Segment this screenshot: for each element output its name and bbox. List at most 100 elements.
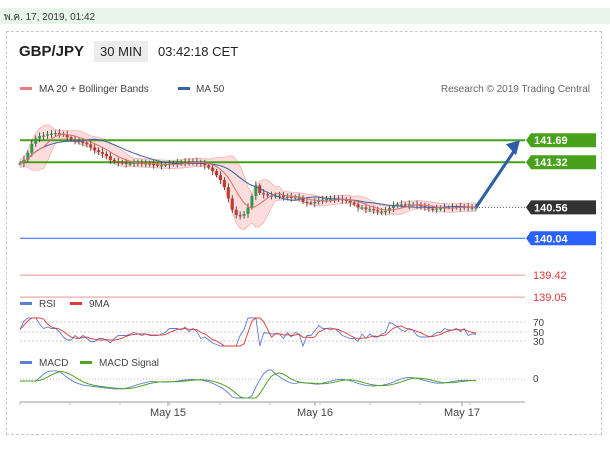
candle-body: [384, 210, 388, 213]
macd-legend-swatch: [20, 361, 32, 364]
macd-signal-line: [20, 371, 476, 399]
candle-body: [419, 205, 423, 207]
ma50-line: [19, 138, 477, 208]
candle-body: [65, 134, 69, 138]
candle-body: [250, 196, 254, 208]
candle-body: [18, 163, 22, 165]
rsi-legend: RSI: [39, 299, 56, 310]
candle-body: [356, 204, 360, 208]
level-label: 139.42: [533, 270, 567, 282]
candle-body: [163, 164, 167, 166]
timeframe-button[interactable]: 30 MIN: [94, 40, 148, 62]
candle-body: [289, 196, 293, 198]
level-labels: 141.69 141.32 140.56 140.04 139.42 139.05: [526, 133, 596, 304]
rsi-ma-legend-swatch: [70, 302, 82, 305]
candle-body: [101, 152, 105, 154]
candle-body: [277, 195, 281, 197]
candle-body: [439, 207, 443, 210]
candle-body: [431, 208, 435, 210]
candle-body: [360, 207, 364, 209]
credit-text: Research © 2019 Trading Central: [441, 84, 590, 95]
level-label: 141.69: [534, 135, 568, 147]
candle-body: [49, 133, 53, 135]
candle-body: [376, 210, 380, 212]
candle-body: [46, 134, 50, 136]
arrow-head: [506, 140, 520, 156]
candle-body: [388, 207, 392, 211]
candle-body: [42, 135, 46, 137]
x-tick-label: May 16: [297, 407, 333, 419]
rsi-level-70: 70: [533, 318, 545, 329]
candle-body: [344, 199, 348, 201]
level-label: 141.32: [534, 157, 568, 169]
candle-body: [297, 197, 301, 199]
macd-series: [20, 369, 525, 399]
candle-body: [258, 185, 262, 194]
candle-body: [246, 207, 250, 214]
candle-body: [427, 207, 431, 209]
candle-body: [128, 163, 132, 165]
candle-body: [132, 162, 136, 165]
candle-body: [108, 156, 112, 160]
forecast-arrow: [474, 140, 520, 209]
candle-body: [93, 147, 97, 151]
rsi-ma-legend: 9MA: [89, 299, 110, 310]
candle-body: [372, 209, 376, 211]
candle-body: [435, 208, 439, 210]
candle-body: [85, 142, 89, 145]
candle-body: [215, 171, 219, 176]
candle-body: [136, 162, 140, 165]
legend-bb: MA 20 + Bollinger Bands: [39, 84, 149, 95]
level-tag: [526, 200, 596, 215]
candle-body: [399, 204, 403, 206]
candle-body: [313, 202, 317, 204]
candle-body: [254, 185, 258, 197]
candle-body: [348, 200, 352, 203]
level-label: 139.05: [533, 292, 567, 304]
x-tick-label: May 15: [150, 407, 186, 419]
candle-body: [222, 180, 226, 188]
candle-body: [183, 161, 187, 163]
date-text: พ.ค. 17, 2019, 01:42: [4, 12, 96, 23]
candle-body: [81, 142, 85, 144]
legend-swatch-bb: [20, 87, 32, 90]
candle-body: [321, 199, 325, 201]
candle-body: [144, 163, 148, 165]
candle-body: [73, 139, 77, 141]
rsi-level-30: 30: [533, 337, 545, 348]
candle-body: [368, 209, 372, 211]
candle-body: [380, 211, 384, 213]
candle-body: [207, 165, 211, 168]
level-label: 140.04: [534, 233, 569, 245]
candle-body: [325, 199, 329, 201]
x-tick-label: May 17: [444, 407, 480, 419]
rsi-series: [19, 317, 525, 348]
candle-body: [53, 133, 57, 135]
candle-body: [226, 187, 230, 199]
candle-body: [97, 150, 101, 153]
candle-body: [89, 144, 93, 148]
candle-body: [38, 136, 42, 139]
date-bar: พ.ค. 17, 2019, 01:42: [0, 8, 610, 24]
candle-body: [262, 193, 266, 195]
chart-header: GBP/JPY 30 MIN 03:42:18 CET: [19, 40, 238, 62]
candle-body: [329, 199, 333, 201]
macd-signal-legend-swatch: [80, 361, 92, 364]
candle-body: [104, 153, 108, 157]
candle-body: [423, 206, 427, 208]
candle-body: [120, 162, 124, 164]
candle-body: [211, 167, 215, 172]
rsi-level-50: 50: [533, 328, 545, 339]
candle-body: [352, 202, 356, 205]
candle-body: [293, 197, 297, 199]
candle-body: [281, 195, 285, 198]
candle-body: [238, 215, 242, 217]
candle-body: [470, 207, 474, 209]
candle-body: [234, 209, 238, 216]
candle-body: [156, 164, 160, 166]
candle-body: [26, 152, 30, 160]
time-label: 03:42:18 CET: [157, 43, 239, 59]
candle-body: [242, 213, 246, 216]
candle-body: [364, 207, 368, 210]
